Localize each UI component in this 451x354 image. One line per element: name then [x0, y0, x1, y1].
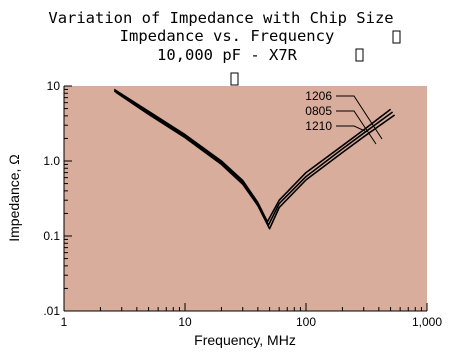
series-line-1210 [115, 91, 396, 230]
series-layer [113, 88, 396, 230]
x-axis-label: Frequency, MHz [194, 332, 296, 348]
legend-leader-0805 [336, 110, 377, 145]
x-tick-label: 1,000 [412, 315, 442, 329]
legend-label-1206: 1206 [305, 89, 332, 103]
y-tick-label: .01 [43, 304, 60, 318]
plot-area [64, 86, 427, 311]
y-tick-label: 1.0 [43, 154, 60, 168]
missing-glyph-box [355, 48, 364, 62]
legend-leader-1206 [336, 95, 383, 140]
chart-title: Variation of Impedance with Chip Size [48, 9, 393, 27]
legend-label-1210: 1210 [305, 119, 332, 133]
x-tick-label: 10 [178, 315, 192, 329]
y-axis-label: Impedance, Ω [6, 154, 22, 242]
chart-subtitle-frequency: Impedance vs. Frequency [120, 27, 335, 45]
axes-layer: 1 10 100 1,000 .01 0.1 1.0 10 [43, 79, 442, 329]
chart-subtitle-capacitance: 10,000 pF - X7R [157, 46, 298, 64]
x-tick-label: 100 [296, 315, 316, 329]
y-tick-label: 10 [47, 79, 61, 93]
legend-leader-1210 [336, 125, 366, 132]
missing-glyph-box [230, 72, 239, 86]
x-tick-label: 1 [61, 315, 68, 329]
legend-label-0805: 0805 [305, 104, 332, 118]
missing-glyph-box [392, 30, 401, 44]
y-tick-label: 0.1 [43, 229, 60, 243]
